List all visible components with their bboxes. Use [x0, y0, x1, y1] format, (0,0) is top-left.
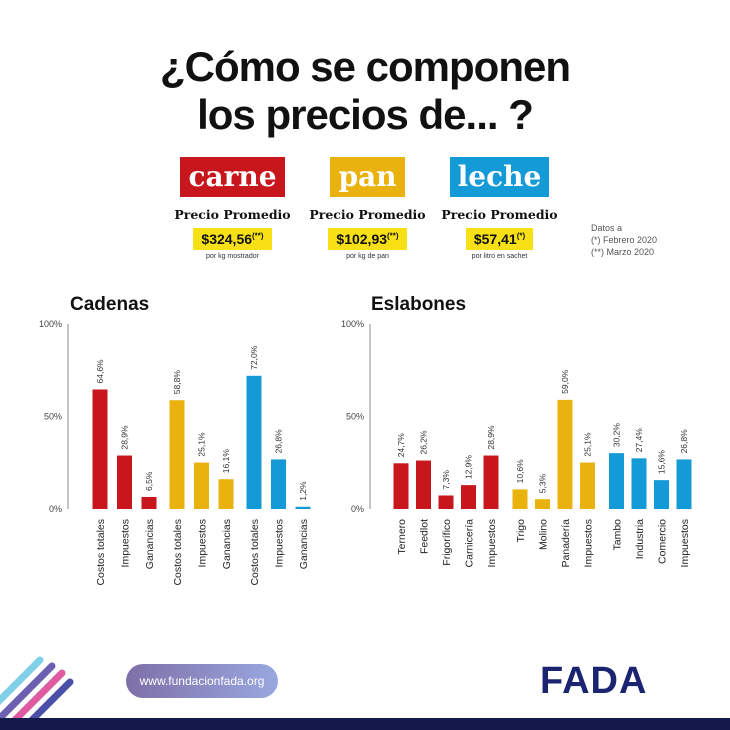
bar-leche — [654, 480, 669, 509]
data-label: 5,3% — [538, 473, 548, 493]
data-label: 25,1% — [583, 432, 593, 457]
bar-carne — [438, 495, 454, 509]
fada-logo: FADA — [540, 660, 648, 702]
bar-leche — [246, 375, 262, 509]
x-category-label: Impuestos — [120, 519, 132, 567]
bar-pan — [535, 499, 550, 509]
data-label: 7,3% — [441, 470, 451, 490]
x-category-label: Carnicería — [464, 519, 476, 568]
bar-leche — [609, 453, 624, 509]
chart-title-eslabones: Eslabones — [371, 294, 467, 315]
x-category-label: Feedlot — [419, 519, 431, 554]
chart-title-cadenas: Cadenas — [70, 294, 150, 315]
price-unit: por litro en sachet — [471, 253, 528, 260]
data-label: 64,6% — [95, 359, 105, 384]
y-tick-label: 100% — [39, 319, 62, 329]
x-category-label: Impuestos — [197, 519, 209, 567]
x-category-label: Costos totales — [172, 519, 184, 586]
data-label: 26,8% — [679, 429, 689, 454]
price-value: $102,93(**) — [328, 228, 407, 250]
data-label: 24,7% — [396, 433, 406, 458]
page-title-line2: los precios de... ? — [197, 91, 534, 138]
x-category-label: Impuestos — [679, 519, 691, 567]
data-label: 12,9% — [464, 455, 474, 480]
bar-carne — [141, 496, 157, 509]
price-value: $324,56(**) — [193, 228, 272, 250]
bar-leche — [631, 458, 647, 509]
data-label: 30,2% — [612, 423, 622, 448]
y-tick-label: 100% — [341, 319, 364, 329]
x-category-label: Ganancias — [144, 519, 156, 569]
bar-carne — [416, 460, 431, 509]
product-name-badge: leche — [449, 157, 550, 197]
x-category-label: Ganancias — [298, 519, 310, 569]
data-label: 27,4% — [634, 428, 644, 453]
data-label: 26,8% — [274, 429, 284, 454]
y-tick-label: 0% — [351, 504, 364, 514]
x-category-label: Panadería — [560, 519, 572, 568]
x-category-label: Ternero — [396, 519, 408, 555]
bar-carne — [117, 455, 132, 509]
data-label: 59,0% — [560, 369, 570, 394]
data-label: 28,9% — [486, 425, 496, 450]
data-label: 58,8% — [172, 370, 182, 395]
website-link[interactable]: www.fundacionfada.org — [126, 664, 278, 698]
data-label: 6,5% — [144, 471, 154, 491]
x-category-label: Ganancias — [221, 519, 233, 569]
bar-pan — [194, 462, 209, 509]
data-label: 28,9% — [120, 425, 130, 450]
product-name-badge: pan — [330, 157, 405, 197]
data-label: 1,2% — [298, 481, 308, 501]
price-label: Precio Promedio — [441, 207, 558, 222]
product-leche: leche Precio Promedio $57,41(*) por litr… — [432, 157, 567, 260]
bar-carne — [461, 485, 476, 509]
page-title-line1: ¿Cómo se componen — [159, 43, 571, 90]
bar-pan — [512, 489, 528, 509]
product-carne: carne Precio Promedio $324,56(**) por kg… — [165, 157, 300, 260]
data-label: 16,1% — [221, 449, 231, 474]
bar-carne — [393, 463, 409, 509]
bar-carne — [483, 455, 499, 509]
bar-leche — [271, 459, 286, 509]
price-value: $57,41(*) — [465, 228, 534, 250]
x-category-label: Molino — [538, 519, 550, 550]
price-unit: por kg mostrador — [206, 253, 259, 260]
product-name-badge: carne — [180, 157, 285, 197]
bar-pan — [557, 399, 573, 509]
price-label: Precio Promedio — [174, 207, 291, 222]
y-tick-label: 50% — [346, 412, 364, 422]
x-category-label: Comercio — [657, 519, 669, 564]
x-category-label: Costos totales — [95, 519, 107, 586]
x-category-label: Costos totales — [249, 519, 261, 586]
data-label: 25,1% — [197, 432, 207, 457]
x-category-label: Impuestos — [486, 519, 498, 567]
bar-pan — [580, 462, 595, 509]
y-tick-label: 50% — [44, 412, 62, 422]
data-notes: Datos a (*) Febrero 2020 (**) Marzo 2020 — [591, 223, 658, 257]
y-tick-label: 0% — [49, 504, 62, 514]
decorative-stripes — [0, 656, 74, 730]
x-category-label: Trigo — [515, 519, 527, 543]
bar-leche — [295, 506, 311, 509]
x-category-label: Impuestos — [583, 519, 595, 567]
bar-carne — [92, 389, 108, 509]
data-label: 15,6% — [657, 450, 667, 475]
data-label: 72,0% — [249, 345, 259, 370]
data-label: 10,6% — [515, 459, 525, 484]
price-label: Precio Promedio — [309, 207, 426, 222]
x-category-label: Industria — [634, 519, 646, 559]
x-category-label: Tambo — [612, 519, 624, 551]
bar-pan — [169, 400, 185, 509]
product-pan: pan Precio Promedio $102,93(**) por kg d… — [300, 157, 435, 260]
bar-pan — [218, 479, 234, 509]
price-unit: por kg de pan — [346, 253, 389, 260]
bottom-bar — [0, 718, 730, 730]
x-category-label: Impuestos — [274, 519, 286, 567]
bar-leche — [676, 459, 692, 509]
x-category-label: Frigorífico — [441, 519, 453, 566]
data-label: 26,2% — [419, 430, 429, 455]
